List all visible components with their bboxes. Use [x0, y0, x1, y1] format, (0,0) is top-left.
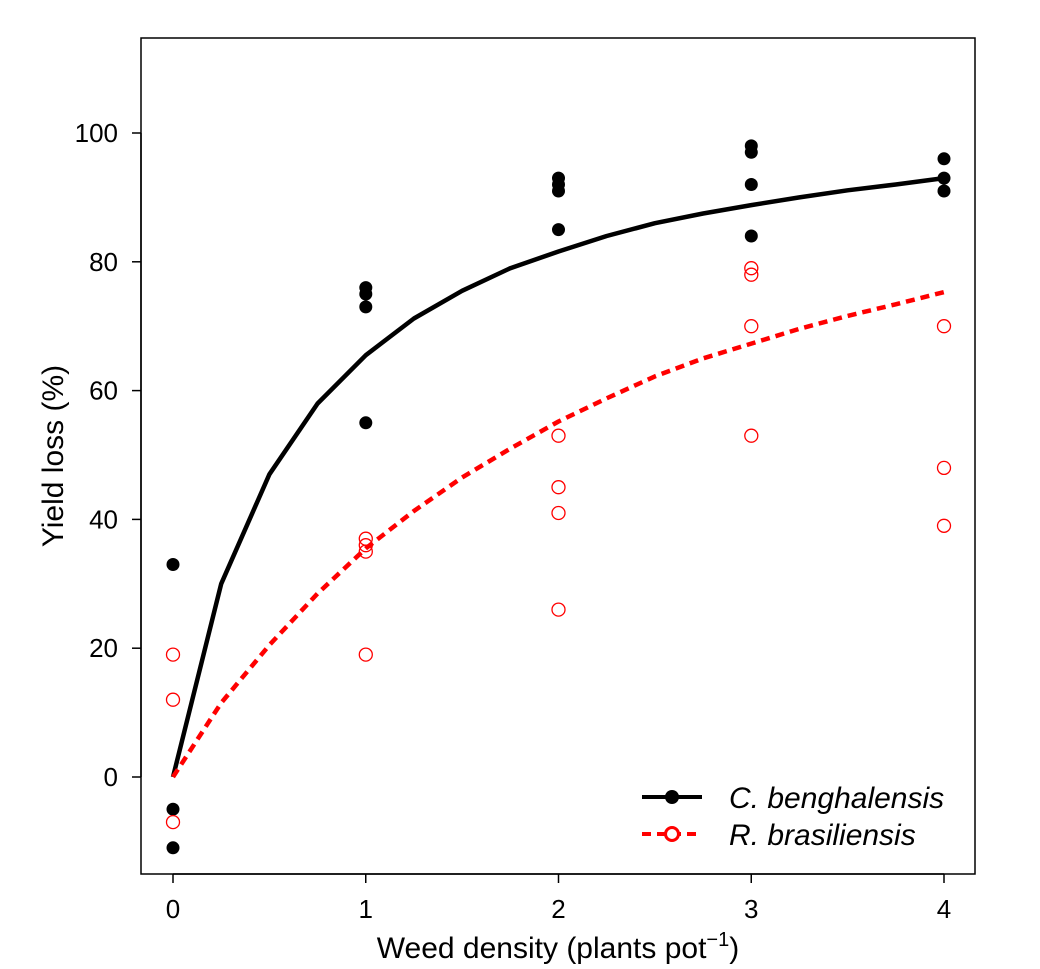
- x-axis-title-superscript: −1: [706, 929, 729, 951]
- point-c-benghalensis: [552, 223, 565, 237]
- y-tick-label: 40: [89, 504, 118, 534]
- point-c-benghalensis: [744, 178, 758, 191]
- point-r-brasiliensis: [165, 647, 181, 662]
- point-c-benghalensis: [744, 229, 758, 243]
- y-tick-label: 80: [89, 247, 118, 277]
- legend-marker-c-benghalensis: [665, 790, 679, 804]
- point-r-brasiliensis: [165, 692, 181, 707]
- fit-lines: [170, 175, 945, 779]
- y-tick-label: 60: [89, 376, 118, 406]
- point-r-brasiliensis: [744, 319, 759, 334]
- point-r-brasiliensis: [358, 647, 373, 662]
- point-c-benghalensis: [937, 171, 951, 185]
- y-axis: 0 20 40 60 80 100: [75, 118, 142, 792]
- x-tick-label: 3: [744, 894, 758, 924]
- fit-line-r-brasiliensis: [171, 289, 945, 779]
- point-c-benghalensis: [166, 841, 180, 855]
- point-c-benghalensis: [359, 416, 373, 430]
- point-c-benghalensis: [937, 152, 951, 166]
- legend-label-c-benghalensis: C. benghalensis: [729, 782, 944, 815]
- point-c-benghalensis: [937, 184, 951, 198]
- x-tick-label: 4: [937, 894, 951, 924]
- point-r-brasiliensis: [165, 814, 181, 830]
- y-tick-label: 20: [89, 633, 118, 663]
- legend: C. benghalensis R. brasiliensis: [642, 782, 944, 852]
- point-r-brasiliensis: [551, 480, 566, 495]
- point-c-benghalensis: [166, 802, 180, 816]
- point-r-brasiliensis: [358, 544, 373, 559]
- point-r-brasiliensis: [744, 261, 759, 276]
- point-r-brasiliensis: [551, 505, 566, 521]
- y-axis-title: Yield loss (%): [37, 365, 70, 547]
- point-r-brasiliensis: [936, 518, 952, 533]
- legend-marker-r-brasiliensis: [664, 826, 680, 842]
- fit-line-c-benghalensis: [170, 175, 945, 778]
- point-r-brasiliensis: [551, 602, 566, 617]
- y-tick-label: 100: [75, 118, 118, 148]
- y-tick-label: 0: [104, 762, 118, 792]
- data-points: [165, 139, 952, 855]
- point-c-benghalensis: [359, 287, 373, 301]
- point-c-benghalensis: [552, 184, 565, 198]
- x-axis-title: Weed density (plants pot−1): [377, 929, 739, 965]
- x-tick-label: 2: [551, 894, 565, 924]
- plot-frame: [140, 37, 976, 875]
- point-c-benghalensis: [166, 558, 180, 571]
- x-axis: 0 1 2 3 4: [166, 873, 951, 924]
- point-c-benghalensis: [359, 300, 373, 314]
- x-tick-label: 1: [359, 894, 373, 924]
- legend-label-r-brasiliensis: R. brasiliensis: [729, 819, 916, 852]
- point-c-benghalensis: [744, 145, 758, 159]
- point-r-brasiliensis: [744, 428, 759, 443]
- point-r-brasiliensis: [551, 428, 566, 443]
- point-r-brasiliensis: [358, 538, 373, 553]
- point-r-brasiliensis: [936, 319, 952, 334]
- x-tick-label: 0: [166, 894, 180, 924]
- point-r-brasiliensis: [744, 267, 759, 282]
- point-r-brasiliensis: [936, 460, 952, 476]
